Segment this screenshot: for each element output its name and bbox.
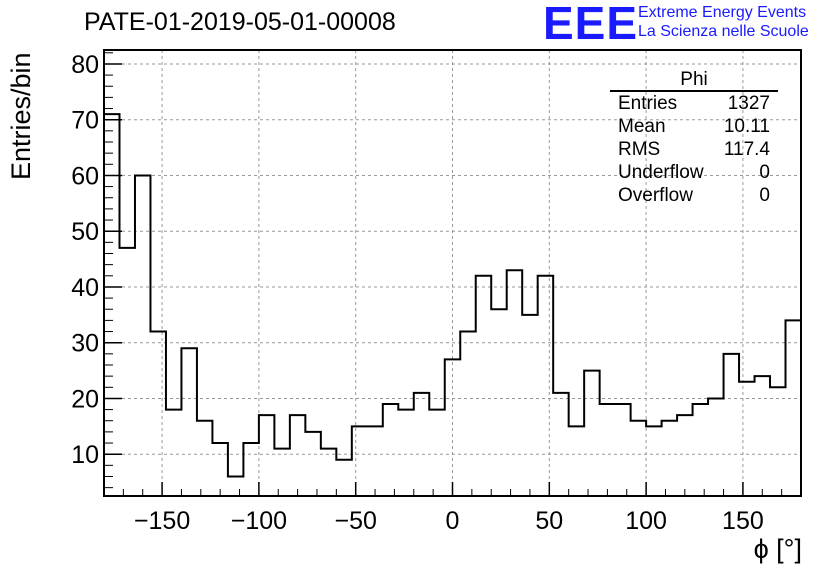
stats-label: Overflow [618, 185, 693, 206]
y-tick-label: 20 [71, 385, 99, 413]
chart-title: PATE-01-2019-05-01-00008 [84, 8, 396, 36]
stats-row: RMS 117.4 [610, 138, 778, 161]
plot-frame [103, 49, 802, 497]
stats-row: Underflow 0 [610, 161, 778, 184]
logo-line-2: La Scienza nelle Scuole [638, 23, 809, 40]
x-tick-label: 50 [535, 507, 563, 535]
y-tick-label: 60 [71, 162, 99, 190]
x-tick-label: 150 [722, 507, 764, 535]
y-tick-label: 30 [71, 330, 99, 358]
stats-label: Entries [618, 93, 678, 114]
eee-logo: EEE [543, 0, 639, 49]
y-tick-label: 70 [71, 107, 99, 135]
stats-title: Phi [610, 70, 778, 92]
x-tick-label: −150 [134, 507, 190, 535]
stats-label: RMS [618, 139, 661, 160]
logo-caption: Extreme Energy Events La Scienza nelle S… [638, 3, 809, 41]
stats-value: 117.4 [723, 139, 770, 160]
x-axis: −150 −100 −50 0 50 100 150 [103, 482, 802, 535]
histogram-series [104, 113, 802, 478]
y-tick-label: 50 [71, 218, 99, 246]
stats-row: Mean 10.11 [610, 115, 778, 138]
x-tick-label: −100 [231, 507, 287, 535]
y-tick-label: 10 [71, 441, 99, 469]
stats-value: 0 [759, 162, 770, 183]
y-axis-label: Entries/bin [6, 52, 36, 180]
y-tick-label: 40 [71, 274, 99, 302]
x-tick-label: 0 [446, 507, 460, 535]
grid-lines [104, 50, 801, 496]
y-axis: 10 20 30 40 50 60 70 80 [71, 51, 122, 489]
logo-line-1: Extreme Energy Events [638, 4, 807, 21]
stats-value: 1327 [727, 93, 770, 114]
y-tick-label: 80 [71, 51, 99, 79]
x-axis-label: ϕ [°] [753, 534, 802, 564]
stats-label: Mean [618, 116, 666, 137]
stats-row: Entries 1327 [610, 92, 778, 115]
x-tick-label: 100 [625, 507, 667, 535]
x-tick-label: −50 [334, 507, 376, 535]
stats-value: 10.11 [723, 116, 770, 137]
stats-label: Underflow [618, 162, 704, 183]
stats-value: 0 [759, 185, 770, 206]
stats-box: Phi Entries 1327 Mean 10.11 RMS 117.4 Under… [610, 70, 778, 207]
stats-row: Overflow 0 [610, 184, 778, 207]
